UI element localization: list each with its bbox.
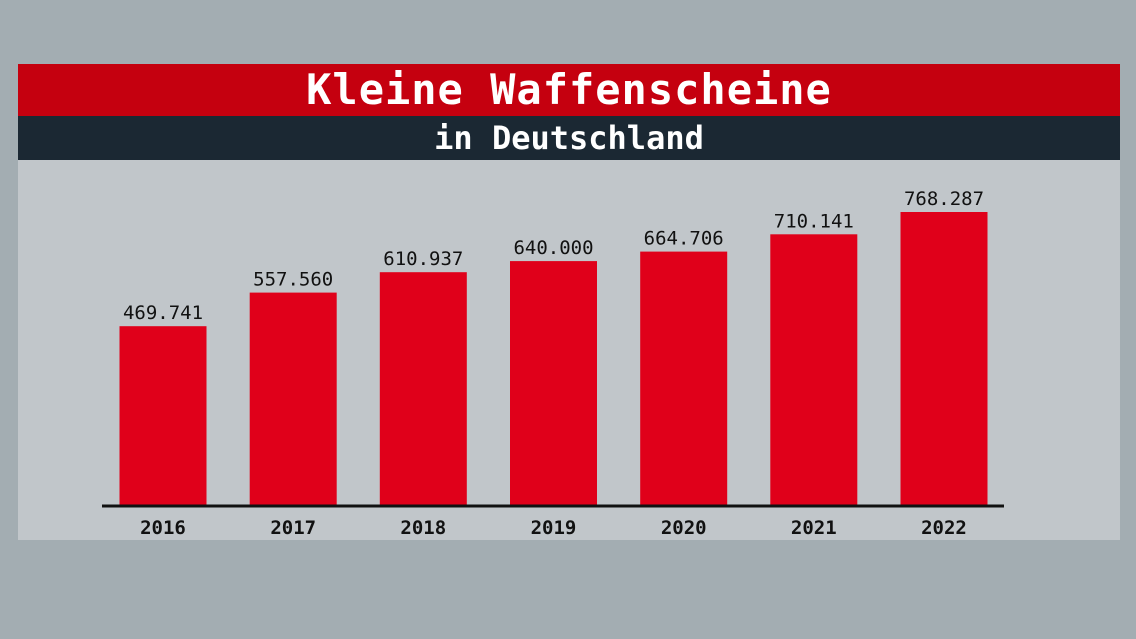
value-label-2018: 610.937	[383, 248, 463, 270]
value-label-2017: 557.560	[253, 269, 333, 291]
x-tick-label-2019: 2019	[531, 517, 577, 539]
value-label-2016: 469.741	[123, 302, 203, 324]
chart-subtitle: in Deutschland	[18, 116, 1120, 160]
bar-2016	[119, 326, 207, 506]
bar-2018	[379, 272, 467, 506]
bar-2017	[249, 292, 337, 506]
bar-2021	[770, 234, 858, 507]
labels-layer: 469.741 2016 557.560 2017 610.937 2018 640.000…	[123, 188, 984, 539]
bar-2019	[510, 261, 597, 506]
x-tick-label-2022: 2022	[921, 517, 967, 539]
x-tick-label-2016: 2016	[140, 517, 186, 539]
x-tick-label-2017: 2017	[270, 517, 316, 539]
x-tick-label-2021: 2021	[791, 517, 837, 539]
bar-2020	[640, 251, 728, 506]
x-tick-label-2018: 2018	[400, 517, 446, 539]
bar-2022	[900, 212, 988, 506]
value-label-2020: 664.706	[644, 228, 724, 250]
value-label-2019: 640.000	[513, 237, 593, 259]
x-tick-label-2020: 2020	[661, 517, 707, 539]
value-label-2022: 768.287	[904, 188, 984, 210]
chart-title: Kleine Waffenscheine	[18, 64, 1120, 116]
bars-layer	[119, 212, 988, 507]
value-label-2021: 710.141	[774, 210, 854, 232]
